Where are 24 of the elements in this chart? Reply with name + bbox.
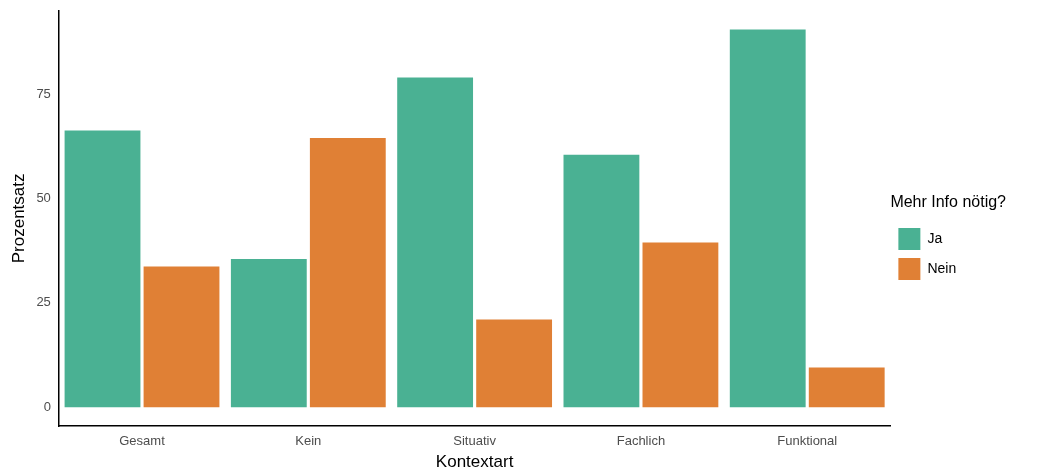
- bar: [729, 29, 806, 408]
- x-tick-label: Kein: [295, 433, 322, 449]
- bar: [563, 154, 640, 408]
- x-tick-label: Gesamt: [119, 433, 166, 449]
- bar: [808, 367, 885, 408]
- legend-title: Mehr Info nötig?: [890, 193, 1007, 211]
- legend-label: Nein: [927, 259, 957, 276]
- bar: [476, 319, 553, 408]
- x-tick-label: Funktional: [777, 433, 838, 449]
- y-tick-label: 0: [43, 398, 51, 414]
- bar: [143, 266, 220, 408]
- y-tick-label: 25: [36, 294, 51, 310]
- bar: [397, 77, 474, 408]
- y-tick-label: 75: [36, 85, 51, 101]
- bar: [230, 259, 307, 408]
- y-axis-title: Prozentsatz: [8, 173, 28, 264]
- x-axis-title: Kontextart: [435, 452, 514, 472]
- bar: [642, 242, 719, 408]
- bar: [64, 130, 141, 408]
- x-tick-label: Situativ: [453, 433, 497, 449]
- y-tick-label: 50: [36, 190, 51, 206]
- legend-label: Ja: [927, 229, 943, 246]
- bar: [309, 138, 386, 408]
- x-tick-label: Fachlich: [616, 433, 666, 449]
